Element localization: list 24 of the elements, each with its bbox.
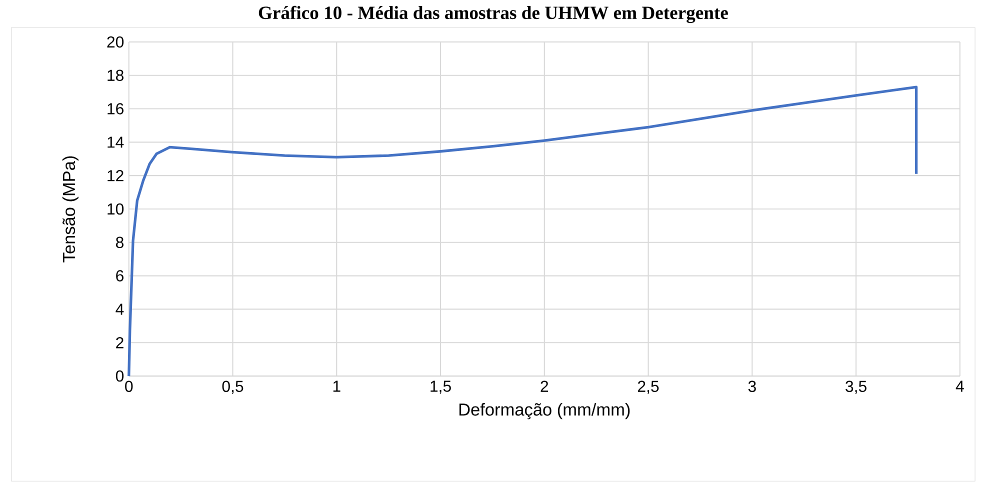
y-tick-label: 6	[116, 270, 124, 282]
x-tick-label: 2,5	[638, 380, 659, 394]
x-tick-label: 0,5	[222, 380, 244, 394]
y-tick-label: 4	[116, 304, 124, 315]
y-tick-label: 12	[108, 170, 124, 182]
x-tick-label: 2	[540, 380, 548, 392]
x-tick-label: 0	[125, 380, 133, 392]
chart-title: Gráfico 10 - Média das amostras de UHMW em Detergente	[258, 6, 728, 24]
x-tick-label: 1,5	[430, 380, 451, 394]
y-tick-label: 14	[108, 136, 124, 148]
line-series	[128, 86, 918, 378]
y-tick-label: 18	[108, 70, 124, 82]
x-tick-label: 1	[333, 380, 340, 392]
y-tick-label: 2	[116, 337, 124, 348]
y-axis-title: Tensão (MPa)	[62, 156, 78, 262]
x-tick-label: 4	[956, 380, 964, 392]
y-tick-label: 16	[108, 103, 124, 114]
y-tick-label: 0	[116, 370, 124, 382]
x-tick-label: 3,5	[846, 380, 866, 394]
x-axis-title: Deformação (mm/mm)	[459, 403, 630, 420]
y-tick-label: 20	[107, 36, 124, 48]
y-tick-label: 10	[108, 203, 124, 215]
y-tick-label: 8	[116, 236, 124, 248]
x-tick-label: 3	[748, 380, 756, 392]
